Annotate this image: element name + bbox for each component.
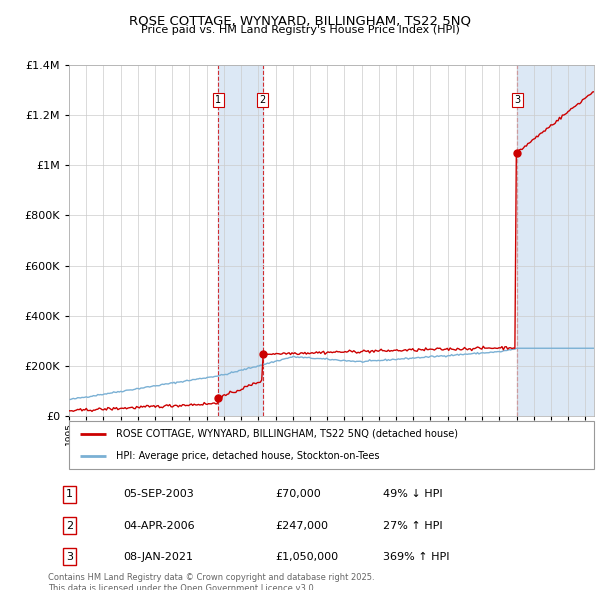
Text: 1: 1	[66, 490, 73, 499]
Text: 04-APR-2006: 04-APR-2006	[124, 520, 195, 530]
Text: 2: 2	[66, 520, 73, 530]
Text: ROSE COTTAGE, WYNYARD, BILLINGHAM, TS22 5NQ: ROSE COTTAGE, WYNYARD, BILLINGHAM, TS22 …	[129, 15, 471, 28]
Text: 49% ↓ HPI: 49% ↓ HPI	[383, 490, 442, 499]
Text: Price paid vs. HM Land Registry's House Price Index (HPI): Price paid vs. HM Land Registry's House …	[140, 25, 460, 35]
Text: 2: 2	[260, 95, 266, 105]
Text: 3: 3	[66, 552, 73, 562]
Text: 08-JAN-2021: 08-JAN-2021	[124, 552, 194, 562]
Text: ROSE COTTAGE, WYNYARD, BILLINGHAM, TS22 5NQ (detached house): ROSE COTTAGE, WYNYARD, BILLINGHAM, TS22 …	[116, 429, 458, 439]
Text: Contains HM Land Registry data © Crown copyright and database right 2025.
This d: Contains HM Land Registry data © Crown c…	[48, 573, 374, 590]
Point	[214, 394, 223, 403]
Bar	[218, 65, 263, 416]
Text: 27% ↑ HPI: 27% ↑ HPI	[383, 520, 442, 530]
Text: £1,050,000: £1,050,000	[275, 552, 338, 562]
Bar	[517, 65, 594, 416]
FancyBboxPatch shape	[69, 421, 594, 469]
Text: £70,000: £70,000	[275, 490, 320, 499]
Text: £247,000: £247,000	[275, 520, 328, 530]
Point	[258, 349, 268, 359]
Text: 3: 3	[514, 95, 520, 105]
Text: 1: 1	[215, 95, 221, 105]
Point	[512, 148, 522, 158]
Text: 05-SEP-2003: 05-SEP-2003	[124, 490, 194, 499]
Text: 369% ↑ HPI: 369% ↑ HPI	[383, 552, 449, 562]
Text: HPI: Average price, detached house, Stockton-on-Tees: HPI: Average price, detached house, Stoc…	[116, 451, 380, 461]
